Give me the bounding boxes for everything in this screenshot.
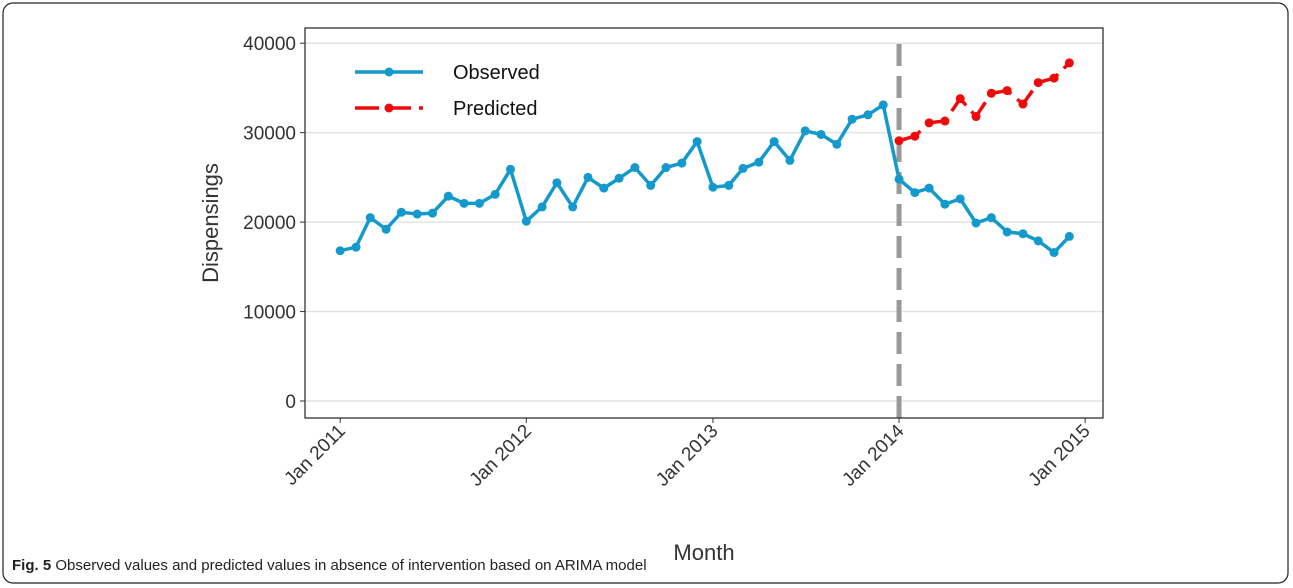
data-point [1064, 58, 1074, 68]
data-point [474, 198, 484, 208]
data-point [940, 116, 950, 126]
y-axis-title: Dispensings [198, 163, 223, 283]
data-point [335, 246, 345, 256]
data-point [351, 242, 361, 252]
data-point [738, 163, 748, 173]
data-point [646, 180, 656, 190]
data-point [537, 202, 547, 212]
x-tick-label: Jan 2011 [281, 421, 350, 490]
caption-label: Fig. 5 [12, 557, 52, 574]
data-point [568, 202, 578, 212]
data-point [800, 126, 810, 136]
data-point [1002, 86, 1012, 96]
x-tick-label: Jan 2015 [1025, 421, 1095, 491]
plot-frame [304, 27, 1104, 419]
data-point [863, 110, 873, 120]
caption: Fig. 5 Observed values and predicted val… [12, 557, 647, 574]
data-point [412, 209, 422, 219]
data-point [754, 157, 764, 167]
caption-text: Observed values and predicted values in … [55, 557, 647, 574]
data-point [971, 112, 981, 122]
legend-label: Observed [453, 62, 540, 84]
data-point [1002, 227, 1012, 237]
data-point [692, 137, 702, 147]
data-point [986, 213, 996, 223]
data-point [878, 100, 888, 110]
data-point [490, 189, 500, 199]
x-tick-label: Jan 2013 [652, 421, 722, 491]
data-point [894, 174, 904, 184]
data-point [599, 183, 609, 193]
data-point [677, 158, 687, 168]
data-point [986, 88, 996, 98]
y-tick-label: 40000 [243, 34, 296, 55]
legend-label: Predicted [453, 98, 538, 120]
data-point [708, 182, 718, 192]
data-point [1018, 229, 1028, 239]
data-point [443, 191, 453, 201]
legend-point [384, 67, 394, 77]
data-point [910, 131, 920, 141]
data-point [910, 188, 920, 198]
x-tick-label: Jan 2012 [466, 421, 536, 491]
data-point [630, 163, 640, 173]
data-point [1033, 78, 1043, 88]
data-point [1018, 99, 1028, 109]
series-line [339, 102, 1071, 255]
data-point [785, 155, 795, 165]
data-point [614, 173, 624, 183]
data-point [832, 139, 842, 149]
data-point [1033, 236, 1043, 246]
y-tick-label: 0 [285, 392, 296, 413]
data-point [459, 198, 469, 208]
data-point [552, 178, 562, 188]
y-tick-label: 20000 [243, 213, 296, 234]
data-point [1064, 231, 1074, 241]
data-point [971, 218, 981, 228]
data-point [365, 213, 375, 223]
data-point [724, 180, 734, 190]
data-point [940, 199, 950, 209]
data-point [816, 129, 826, 139]
x-tick-label: Jan 2014 [838, 420, 908, 490]
y-tick-label: 10000 [243, 303, 296, 324]
data-point [1049, 248, 1059, 258]
data-point [924, 183, 934, 193]
data-point [955, 194, 965, 204]
data-point [427, 208, 437, 218]
y-tick-label: 30000 [243, 124, 296, 145]
data-point [521, 216, 531, 226]
data-point [894, 136, 904, 146]
x-axis-title: Month [673, 540, 734, 565]
data-point [924, 118, 934, 128]
data-point [505, 164, 515, 174]
series-line [898, 61, 1071, 143]
data-point [847, 114, 857, 124]
data-point [583, 172, 593, 182]
data-point [381, 224, 391, 234]
data-point [396, 207, 406, 217]
data-point [661, 163, 671, 173]
data-point [1049, 73, 1059, 83]
data-point [769, 137, 779, 147]
legend-point [384, 103, 394, 113]
data-point [955, 94, 965, 104]
